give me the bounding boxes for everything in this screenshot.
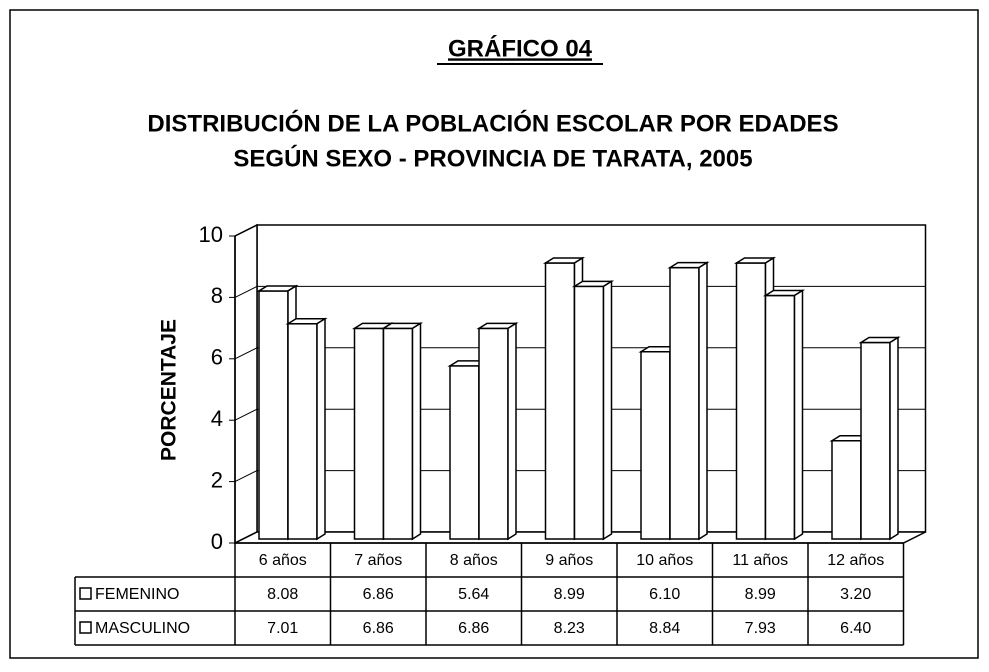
bar xyxy=(573,285,605,540)
data-label: 5.64 xyxy=(458,586,489,603)
legend-swatch xyxy=(79,587,92,600)
legend-swatch xyxy=(79,621,92,634)
bar xyxy=(735,262,767,540)
legend-label: MASCULINO xyxy=(95,620,190,637)
x-tick-label: 8 años xyxy=(450,552,498,569)
frame xyxy=(9,9,979,659)
grid-line xyxy=(234,531,258,544)
bar-side xyxy=(507,322,517,541)
data-label: 6.86 xyxy=(363,620,394,637)
bar xyxy=(860,341,891,540)
y-tick-label: 6 xyxy=(211,345,223,370)
bar xyxy=(287,323,318,540)
bar xyxy=(764,294,796,540)
grid-line xyxy=(234,470,258,483)
chart-title: GRÁFICO 04 xyxy=(448,34,593,62)
bar xyxy=(640,350,671,540)
legend-label: FEMENINO xyxy=(95,586,179,603)
bar-side xyxy=(602,279,613,541)
bar-side xyxy=(793,289,804,541)
bar-side xyxy=(316,317,326,541)
data-label: 8.23 xyxy=(554,620,585,637)
y-tick-label: 0 xyxy=(211,529,223,554)
y-tick-label: 8 xyxy=(211,283,223,308)
grid-line xyxy=(234,408,258,421)
bar xyxy=(258,290,289,540)
data-label: 7.01 xyxy=(267,620,298,637)
x-tick-label: 12 años xyxy=(827,552,884,569)
grid-line xyxy=(234,285,258,298)
bar-side xyxy=(889,336,899,541)
x-tick-label: 9 años xyxy=(545,552,593,569)
y-tick-label: 2 xyxy=(211,467,223,492)
data-label: 8.99 xyxy=(554,586,585,603)
x-tick-label: 7 años xyxy=(354,552,402,569)
data-label: 7.93 xyxy=(745,620,776,637)
bar-side xyxy=(698,261,708,541)
y-axis-label: PORCENTAJE xyxy=(158,319,181,461)
bar xyxy=(669,266,700,540)
data-label: 6.40 xyxy=(840,620,871,637)
data-label: 8.99 xyxy=(745,586,776,603)
data-label: 6.86 xyxy=(363,586,394,603)
grid-line xyxy=(234,224,258,237)
bar xyxy=(831,440,862,540)
side-wall xyxy=(234,223,258,545)
bar xyxy=(382,327,414,540)
bar xyxy=(544,262,576,540)
data-label: 8.08 xyxy=(267,586,298,603)
data-label: 6.10 xyxy=(649,586,680,603)
x-tick-label: 10 años xyxy=(636,552,693,569)
y-tick-label: 10 xyxy=(199,222,223,247)
bar xyxy=(449,365,480,540)
bar-side xyxy=(411,322,422,541)
data-label: 6.86 xyxy=(458,620,489,637)
chart-subtitle: DISTRIBUCIÓN DE LA POBLACIÓN ESCOLAR POR… xyxy=(147,109,838,137)
y-tick-label: 4 xyxy=(211,406,223,431)
x-tick-label: 11 años xyxy=(732,552,788,569)
data-label: 3.20 xyxy=(840,586,871,603)
data-label: 8.84 xyxy=(649,620,680,637)
grid-line xyxy=(234,347,258,360)
chart-subtitle: SEGÚN SEXO - PROVINCIA DE TARATA, 2005 xyxy=(233,144,752,172)
bar xyxy=(478,327,509,540)
x-tick-label: 6 años xyxy=(259,552,307,569)
bar xyxy=(353,327,385,540)
